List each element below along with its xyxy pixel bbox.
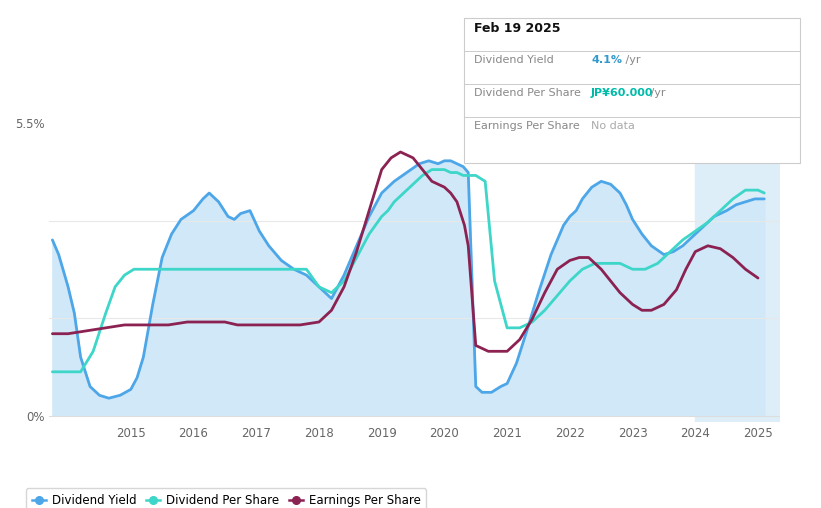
Legend: Dividend Yield, Dividend Per Share, Earnings Per Share: Dividend Yield, Dividend Per Share, Earn… [26, 489, 426, 508]
Text: /yr: /yr [647, 88, 666, 98]
Text: Dividend Per Share: Dividend Per Share [474, 88, 580, 98]
Bar [695, 117, 811, 422]
Text: Earnings Per Share: Earnings Per Share [474, 121, 580, 132]
Text: No data: No data [591, 121, 635, 132]
Text: /yr: /yr [622, 54, 641, 65]
Text: JP¥60.000: JP¥60.000 [591, 88, 654, 98]
Text: Past: Past [700, 123, 725, 136]
Text: Dividend Yield: Dividend Yield [474, 54, 553, 65]
Text: 4.1%: 4.1% [591, 54, 622, 65]
Text: Feb 19 2025: Feb 19 2025 [474, 22, 560, 35]
